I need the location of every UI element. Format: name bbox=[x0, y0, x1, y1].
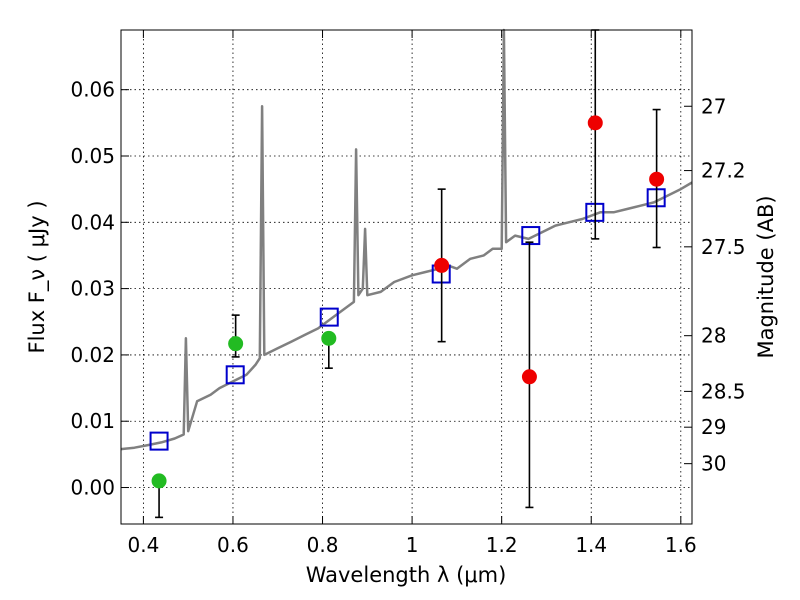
spectrum-path bbox=[120, 28, 693, 451]
y2-tick-label: 29 bbox=[701, 415, 726, 439]
y2-tick-label: 28.5 bbox=[701, 379, 746, 403]
y-tick-label: 0.01 bbox=[70, 409, 115, 433]
y-tick-label: 0.02 bbox=[70, 343, 115, 367]
y2-tick-label: 27 bbox=[701, 94, 726, 118]
axis-ticks bbox=[121, 30, 692, 524]
model-square-marker bbox=[319, 307, 339, 327]
model-photometry-squares bbox=[149, 188, 666, 451]
data-point bbox=[434, 257, 450, 273]
y2-tick-label: 27.5 bbox=[701, 235, 746, 259]
axis-tick-labels: 0.4 0.6 0.8 1 1.2 1.4 1.6 0.00 0.01 0.02 0.03 0.04 0… bbox=[70, 78, 745, 557]
data-point bbox=[587, 115, 603, 131]
y-tick-label: 0.05 bbox=[70, 144, 115, 168]
y2-tick-label: 30 bbox=[701, 452, 726, 476]
plot-frame bbox=[120, 29, 693, 525]
y2-tick-label: 27.2 bbox=[701, 159, 746, 183]
x-tick-label: 1 bbox=[406, 533, 419, 557]
data-point bbox=[321, 330, 337, 346]
y-tick-label: 0.03 bbox=[70, 277, 115, 301]
model-square-marker bbox=[225, 365, 245, 385]
y-tick-label: 0.00 bbox=[70, 476, 115, 500]
x-tick-label: 0.6 bbox=[217, 533, 249, 557]
x-tick-label: 1.2 bbox=[486, 533, 518, 557]
x-tick-label: 0.8 bbox=[307, 533, 339, 557]
data-point bbox=[649, 171, 665, 187]
y2-axis-label: Magnitude (AB) bbox=[754, 195, 778, 358]
data-point bbox=[228, 336, 244, 352]
x-tick-label: 0.4 bbox=[127, 533, 159, 557]
x-axis-label: Wavelength λ (μm) bbox=[306, 563, 507, 587]
y-tick-label: 0.04 bbox=[70, 210, 115, 234]
gridlines bbox=[121, 30, 692, 524]
y2-tick-label: 28 bbox=[701, 324, 726, 348]
y-tick-label: 0.06 bbox=[70, 78, 115, 102]
observed-photometry-points bbox=[151, 29, 665, 519]
data-point bbox=[151, 473, 167, 489]
y-axis-label: Flux F_ν ( μJy ) bbox=[25, 200, 50, 353]
x-tick-label: 1.4 bbox=[575, 533, 607, 557]
x-tick-label: 1.6 bbox=[665, 533, 697, 557]
model-square-marker bbox=[521, 226, 541, 246]
data-point bbox=[521, 369, 537, 385]
model-spectrum-line bbox=[120, 28, 693, 451]
model-square-marker bbox=[149, 431, 169, 451]
